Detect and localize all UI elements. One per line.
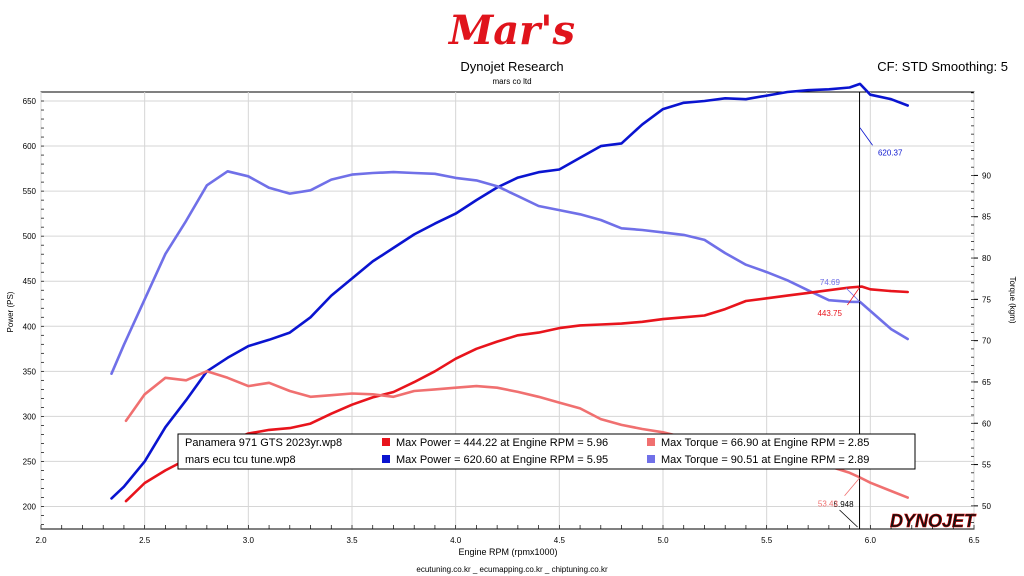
annotation-pointer	[844, 477, 861, 496]
annotation-pointer	[845, 287, 861, 303]
cursor-label: 5.948	[834, 500, 855, 509]
y-left-tick-label: 250	[23, 457, 37, 466]
legend-tuned-power: Max Power = 620.60 at Engine RPM = 5.95	[396, 454, 608, 466]
legend-baseline-power: Max Power = 444.22 at Engine RPM = 5.96	[396, 437, 608, 449]
legend-swatch-baseline-power	[382, 438, 390, 446]
cursor-pointer	[839, 509, 858, 528]
x-tick-label: 5.5	[761, 536, 773, 545]
logo-text: Mar's	[447, 7, 575, 54]
series-tuned-torque	[110, 170, 910, 376]
legend-file-baseline: Panamera 971 GTS 2023yr.wp8	[185, 437, 342, 449]
x-tick-label: 3.0	[243, 536, 255, 545]
legend-file-tuned: mars ecu tcu tune.wp8	[185, 454, 296, 466]
correction-factor: CF: STD Smoothing: 5	[877, 59, 1008, 74]
y-left-tick-label: 450	[23, 277, 37, 286]
annotation-baseline-torque: 53.43	[818, 500, 839, 509]
x-tick-label: 3.5	[346, 536, 358, 545]
y-left-tick-label: 400	[23, 322, 37, 331]
y-left-tick-label: 500	[23, 232, 37, 241]
x-tick-label: 6.0	[865, 536, 877, 545]
legend-swatch-tuned-torque	[647, 455, 655, 463]
annotation-tuned-torque: 74.69	[820, 278, 841, 287]
series-tuned-power	[110, 82, 910, 500]
x-tick-label: 2.0	[35, 536, 47, 545]
mars-logo: Mar's	[447, 7, 575, 54]
y-axis-left-title: Power (PS)	[6, 291, 15, 332]
y-left-tick-label: 550	[23, 187, 37, 196]
annotation-baseline-power: 443.75	[817, 309, 842, 318]
annotation-pointer	[859, 127, 873, 146]
brand-text: DYNOJET	[890, 511, 977, 531]
y-right-tick-label: 50	[982, 502, 991, 511]
legend-swatch-baseline-torque	[647, 438, 655, 446]
x-tick-label: 5.0	[657, 536, 669, 545]
x-tick-label: 4.0	[450, 536, 462, 545]
y-left-tick-label: 300	[23, 412, 37, 421]
axis-ticks: 2.0 2.5 3.0 3.5 4.0 4.5 5.0 5.5 6.0 6.5 200 250 300 3…	[23, 92, 991, 545]
legend-swatch-tuned-power	[382, 455, 390, 463]
x-axis-title: Engine RPM (rpmx1000)	[458, 547, 557, 557]
y-right-tick-label: 70	[982, 337, 991, 346]
y-left-tick-label: 600	[23, 142, 37, 151]
y-right-tick-label: 75	[982, 295, 991, 304]
y-right-tick-label: 65	[982, 378, 991, 387]
annotation-tuned-power: 620.37	[878, 149, 903, 158]
y-right-tick-label: 60	[982, 419, 991, 428]
legend-box	[177, 433, 916, 470]
y-right-tick-label: 85	[982, 213, 991, 222]
y-left-tick-label: 650	[23, 97, 37, 106]
series-layer	[110, 82, 910, 503]
series-baseline-power	[124, 285, 910, 503]
x-tick-label: 2.5	[139, 536, 151, 545]
y-right-tick-label: 55	[982, 461, 991, 470]
chart-subtitle: mars co ltd	[492, 77, 531, 86]
footer-sites: ecutuning.co.kr _ ecumapping.co.kr _ chi…	[416, 565, 608, 574]
y-right-tick-label: 90	[982, 171, 991, 180]
y-right-tick-label: 80	[982, 254, 991, 263]
legend-tuned-torque: Max Torque = 90.51 at Engine RPM = 2.89	[661, 454, 869, 466]
x-tick-label: 6.5	[968, 536, 980, 545]
chart-title: Dynojet Research	[460, 59, 563, 74]
x-tick-label: 4.5	[554, 536, 566, 545]
legend-baseline-torque: Max Torque = 66.90 at Engine RPM = 2.85	[661, 437, 869, 449]
y-left-tick-label: 350	[23, 367, 37, 376]
y-axis-right-title: Torque (kgm)	[1008, 276, 1017, 323]
annotation-pointer	[847, 286, 861, 306]
legend: Panamera 971 GTS 2023yr.wp8 mars ecu tcu…	[177, 433, 916, 470]
y-left-tick-label: 200	[23, 502, 37, 511]
dynojet-logo: DYNOJET	[890, 511, 978, 532]
